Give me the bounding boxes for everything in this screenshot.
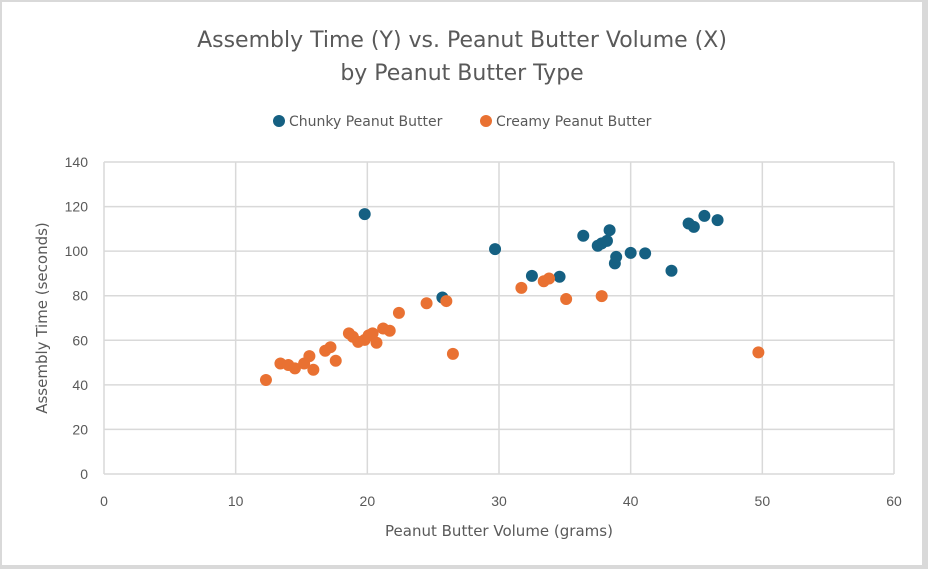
y-tick-label: 100: [65, 243, 89, 259]
data-point: [392, 306, 405, 319]
legend: Chunky Peanut Butter Creamy Peanut Butte…: [273, 114, 652, 130]
x-tick-label: 20: [360, 493, 376, 509]
x-tick-label: 60: [886, 493, 902, 509]
legend-marker-chunky: [273, 115, 285, 127]
data-point: [329, 354, 342, 367]
x-tick-label: 40: [623, 493, 639, 509]
x-tick-label: 10: [228, 493, 244, 509]
data-point: [543, 272, 556, 285]
data-point: [358, 208, 371, 221]
data-point: [603, 224, 616, 237]
x-tick-label: 50: [755, 493, 771, 509]
y-tick-label: 60: [72, 332, 88, 348]
data-point: [383, 324, 396, 337]
data-point: [366, 327, 379, 340]
data-point: [665, 264, 678, 277]
data-point: [446, 347, 459, 360]
legend-marker-creamy: [480, 115, 492, 127]
data-points: [259, 208, 765, 386]
y-tick-label: 120: [65, 199, 89, 215]
legend-label-creamy: Creamy Peanut Butter: [496, 114, 652, 130]
data-point: [639, 247, 652, 260]
tick-labels: 0 20 40 60 80 100 120 140 0 10 20 30 40 50 60: [65, 154, 902, 509]
data-point: [560, 293, 573, 306]
x-tick-label: 30: [491, 493, 507, 509]
data-point: [324, 341, 337, 354]
data-point: [420, 297, 433, 310]
data-point: [370, 336, 383, 349]
data-point: [440, 295, 453, 308]
data-point: [288, 362, 301, 375]
y-tick-label: 80: [72, 288, 88, 304]
legend-label-chunky: Chunky Peanut Butter: [289, 114, 443, 130]
data-point: [577, 229, 590, 242]
y-tick-label: 0: [80, 466, 88, 482]
x-tick-label: 0: [100, 493, 108, 509]
series-chunky: [358, 208, 724, 304]
data-point: [303, 350, 316, 363]
gridlines: [103, 161, 895, 475]
data-point: [259, 373, 272, 386]
data-point: [489, 243, 502, 256]
data-point: [515, 281, 528, 294]
y-axis-label: Assembly Time (seconds): [33, 222, 51, 414]
chart-title: Assembly Time (Y) vs. Peanut Butter Volu…: [197, 28, 727, 86]
data-point: [711, 214, 724, 227]
y-tick-label: 40: [72, 377, 88, 393]
series-creamy: [259, 272, 765, 386]
chart-title-line-1: Assembly Time (Y) vs. Peanut Butter Volu…: [197, 28, 727, 53]
data-point: [525, 269, 538, 282]
x-axis-label: Peanut Butter Volume (grams): [385, 522, 613, 540]
data-point: [698, 209, 711, 222]
data-point: [687, 220, 700, 233]
data-point: [553, 270, 566, 283]
data-point: [600, 234, 613, 247]
y-tick-label: 140: [65, 154, 89, 170]
data-point: [624, 246, 637, 259]
y-tick-label: 20: [72, 421, 88, 437]
data-point: [307, 363, 320, 376]
data-point: [610, 250, 623, 263]
data-point: [752, 346, 765, 359]
chart-title-line-2: by Peanut Butter Type: [340, 61, 583, 86]
data-point: [595, 290, 608, 303]
